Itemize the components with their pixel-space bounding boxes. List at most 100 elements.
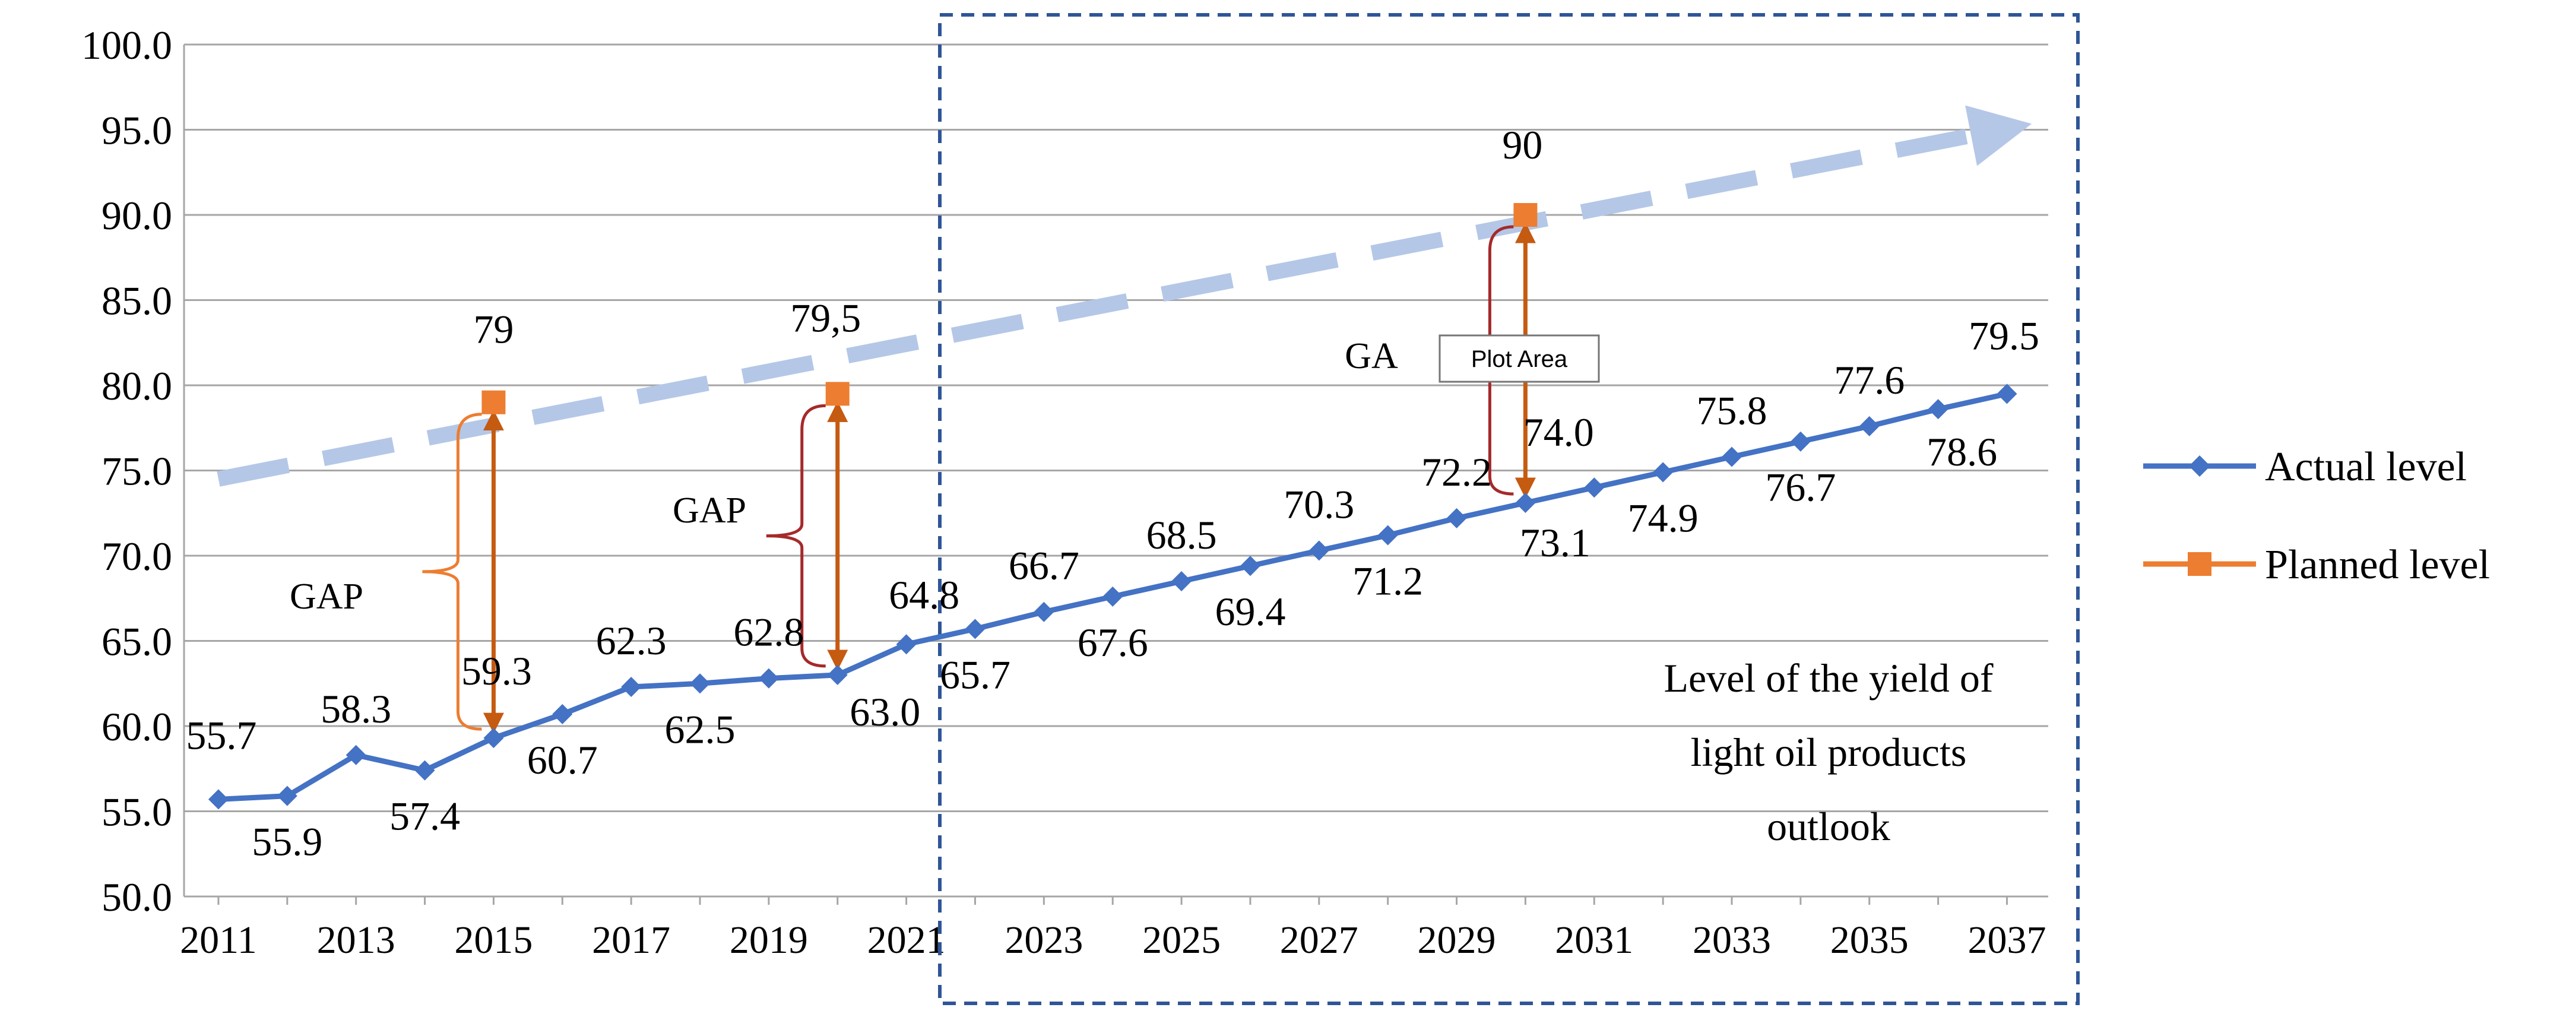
planned-data-label: 90: [1502, 122, 1542, 167]
actual-level-point: [414, 760, 435, 781]
actual-data-label: 72.2: [1421, 449, 1492, 495]
outlook-label: light oil products: [1691, 730, 1967, 775]
actual-data-label: 62.8: [733, 610, 804, 655]
actual-level-point: [1515, 493, 1536, 514]
actual-data-label: 62.3: [596, 618, 667, 663]
actual-level-point: [1859, 416, 1880, 436]
gap-label: GAP: [290, 576, 363, 617]
y-tick-label: 70.0: [102, 534, 172, 579]
actual-data-label: 76.7: [1765, 465, 1836, 510]
actual-data-label: 69.4: [1215, 589, 1285, 634]
y-tick-label: 90.0: [102, 193, 172, 238]
trend-arrow: [217, 105, 2032, 487]
actual-data-label: 79.5: [1969, 313, 2039, 358]
actual-data-label: 78.6: [1927, 429, 1997, 474]
actual-data-label: 55.9: [252, 819, 322, 864]
y-tick-label: 95.0: [102, 108, 172, 153]
planned-level-point: [825, 382, 850, 406]
actual-level-point: [1308, 540, 1329, 561]
planned-level-point: [1513, 203, 1538, 227]
outlook-label: Level of the yield of: [1664, 655, 1993, 701]
outlook-dashed-box: [938, 13, 2080, 1005]
actual-data-label: 67.6: [1078, 620, 1148, 665]
y-axis: 50.0 55.0 60.0 65.0 70.0 75.0 80.0 85.0 90.0 95.0…: [81, 23, 172, 920]
actual-data-label: 65.7: [940, 652, 1010, 697]
series-actual-level: [208, 384, 2017, 810]
outlook-label: outlook: [1767, 804, 1890, 849]
actual-level-point: [1584, 477, 1605, 498]
actual-level-point: [552, 704, 573, 724]
legend: Actual level Planned level: [2143, 444, 2490, 588]
legend-marker: [2189, 455, 2210, 477]
legend-label: Planned level: [2265, 542, 2490, 588]
x-tick-label: 2019: [730, 918, 808, 962]
actual-level-point: [1928, 399, 1948, 420]
actual-data-label: 66.7: [1009, 543, 1079, 588]
x-tick-label: 2033: [1693, 918, 1771, 962]
x-tick-label: 2023: [1005, 918, 1083, 962]
actual-data-label: 55.7: [186, 712, 256, 758]
y-tick-label: 75.0: [102, 449, 172, 494]
y-tick-label: 100.0: [81, 23, 172, 68]
x-tick-label: 2027: [1280, 918, 1358, 962]
tooltip-box: [1438, 334, 1600, 383]
actual-level-point: [621, 676, 642, 697]
outlook-region: Level of the yield of light oil products o…: [938, 13, 2080, 1005]
actual-level-point: [346, 744, 366, 765]
tooltip-text: Plot Area: [1471, 346, 1568, 372]
legend-label: Actual level: [2265, 444, 2467, 490]
actual-level-point: [1377, 525, 1398, 546]
actual-level-point: [277, 785, 297, 806]
y-tick-label: 55.0: [102, 790, 172, 835]
actual-level-point: [1997, 384, 2017, 404]
actual-data-label: 57.4: [389, 794, 460, 839]
y-tick-label: 60.0: [102, 704, 172, 749]
data-labels: 55.7 55.9 58.3 57.4 59.3 60.7 62.3 62.5 62.8 63.0…: [186, 122, 2039, 864]
planned-data-label: 79: [473, 307, 514, 352]
actual-level-point: [690, 673, 711, 694]
x-axis: 2011 2013 2015 2017 2019 2021 2023 2025 2027 2029…: [180, 895, 2048, 962]
actual-level-point: [1102, 586, 1123, 607]
x-tick-label: 2015: [454, 918, 533, 962]
x-tick-label: 2029: [1418, 918, 1496, 962]
actual-level-point: [1722, 446, 1742, 467]
y-tick-label: 85.0: [102, 278, 172, 324]
actual-level-point: [1171, 571, 1192, 592]
actual-level-point: [483, 728, 504, 749]
actual-level-point: [827, 664, 848, 685]
actual-level-point: [896, 634, 917, 655]
actual-data-label: 58.3: [321, 686, 391, 731]
actual-level-point: [965, 619, 986, 639]
x-tick-label: 2025: [1142, 918, 1221, 962]
gap-label: GAP: [673, 490, 746, 531]
y-tick-label: 65.0: [102, 619, 172, 664]
x-tick-label: 2013: [317, 918, 395, 962]
plot-area-tooltip: Plot Area: [1438, 334, 1600, 383]
actual-data-label: 73.1: [1520, 520, 1590, 565]
legend-marker: [2188, 552, 2211, 576]
actual-data-label: 64.8: [889, 572, 959, 617]
actual-data-label: 75.8: [1697, 388, 1767, 433]
actual-level-point: [1790, 431, 1811, 452]
y-tick-label: 80.0: [102, 363, 172, 408]
actual-data-label: 62.5: [665, 706, 736, 752]
actual-level-point: [1653, 462, 1674, 483]
gap-brace: [766, 404, 826, 668]
planned-level-point: [481, 390, 506, 414]
actual-data-label: 63.0: [850, 689, 920, 734]
trend-arrow-line: [217, 105, 2032, 487]
gap-annotations: GAP GAP GA: [290, 222, 1536, 734]
series-planned-level: [481, 203, 1538, 414]
x-tick-label: 2035: [1830, 918, 1909, 962]
actual-level-point: [1446, 508, 1467, 528]
actual-data-label: 60.7: [527, 737, 598, 782]
gap-brace: [422, 413, 482, 731]
actual-data-label: 74.9: [1628, 495, 1699, 540]
x-tick-label: 2037: [1967, 918, 2046, 962]
x-tick-label: 2017: [592, 918, 670, 962]
actual-data-label: 74.0: [1523, 410, 1594, 455]
actual-data-label: 68.5: [1146, 512, 1217, 557]
actual-data-label: 70.3: [1284, 481, 1354, 527]
actual-level-point: [758, 668, 779, 689]
